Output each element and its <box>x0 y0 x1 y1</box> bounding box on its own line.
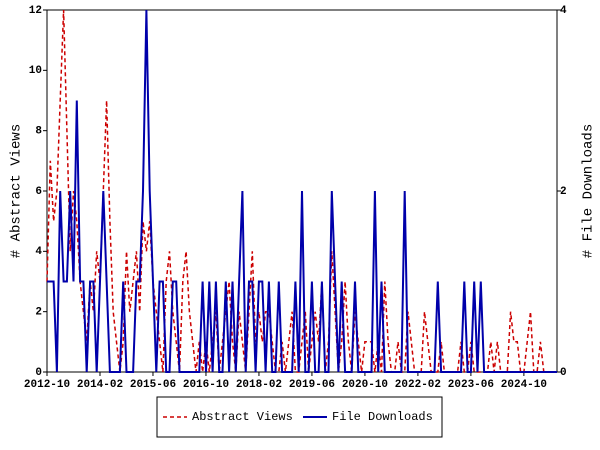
x-tick-label: 2019-06 <box>289 379 335 391</box>
x-tick-label: 2023-06 <box>448 379 494 391</box>
x-tick-label: 2015-06 <box>130 379 176 391</box>
x-tick-label: 2016-10 <box>183 379 229 391</box>
legend-label: Abstract Views <box>192 410 293 424</box>
y2-axis-label: # File Downloads <box>581 124 597 258</box>
y2-tick-label: 0 <box>560 367 567 379</box>
y2-tick-label: 2 <box>560 186 567 198</box>
y-axis-label: # Abstract Views <box>9 124 25 258</box>
y-tick-label: 10 <box>29 65 42 77</box>
series-line <box>46 9 557 373</box>
y-tick-label: 12 <box>29 5 42 17</box>
x-tick-label: 2020-10 <box>342 379 388 391</box>
y-tick-label: 6 <box>35 186 42 198</box>
x-tick-label: 2022-02 <box>395 379 441 391</box>
series-line <box>47 9 557 373</box>
y-tick-label: 2 <box>35 307 42 319</box>
x-tick-label: 2024-10 <box>501 379 547 391</box>
x-tick-label: 2014-02 <box>77 379 123 391</box>
y-tick-label: 4 <box>35 246 42 258</box>
y2-tick-label: 4 <box>560 5 567 17</box>
legend-label: File Downloads <box>332 410 433 424</box>
legend <box>156 396 443 438</box>
y-tick-label: 8 <box>35 126 42 138</box>
x-tick-label: 2018-02 <box>236 379 282 391</box>
x-tick-label: 2012-10 <box>24 379 70 391</box>
y-tick-label: 0 <box>35 367 42 379</box>
